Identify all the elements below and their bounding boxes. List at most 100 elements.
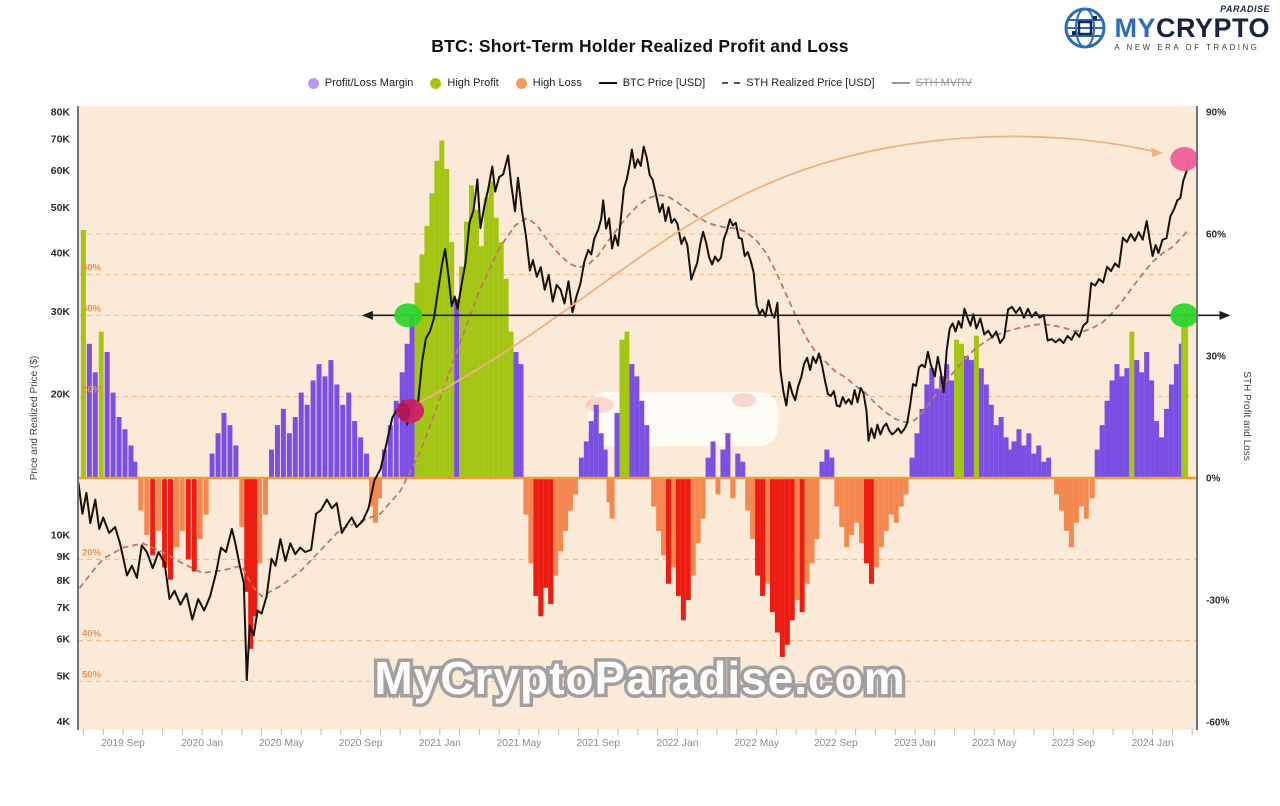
margin-bar-profit-margin xyxy=(720,449,726,478)
margin-bar-profit-margin xyxy=(116,416,122,478)
right-axis-title: STH Profit and Loss xyxy=(1241,371,1252,460)
margin-bar-profit-margin xyxy=(983,384,989,478)
margin-bar-loss-margin xyxy=(715,478,721,495)
margin-bar-loss-margin xyxy=(1089,478,1095,499)
margin-bar-loss-margin xyxy=(804,478,810,584)
left-axis-tick-8K: 8K xyxy=(57,575,71,587)
margin-bar-loss-margin xyxy=(173,478,179,548)
line-marker-icon xyxy=(598,81,617,85)
margin-bar-profit-margin xyxy=(393,400,399,478)
trend-curve-arrow xyxy=(415,135,1153,405)
legend-item-btc-price-usd-[interactable]: BTC Price [USD] xyxy=(598,77,705,89)
margin-bar-high-loss xyxy=(150,478,156,556)
legend-item-sth-mvrv[interactable]: STH MVRV xyxy=(891,77,973,89)
margin-bar-profit-margin xyxy=(518,364,524,478)
margin-bar-high-profit xyxy=(498,242,504,478)
inside-pct-label-50: 50% xyxy=(82,263,102,274)
margin-bar-profit-margin xyxy=(978,368,984,478)
x-axis-tick-2020-Jan: 2020 Jan xyxy=(181,738,223,749)
start-price-marker-shade xyxy=(398,402,411,421)
left-axis-tick-9K: 9K xyxy=(57,551,71,563)
margin-bar-loss-margin xyxy=(138,478,144,511)
margin-bar-profit-margin xyxy=(710,441,716,478)
margin-bar-loss-margin xyxy=(839,478,845,527)
x-axis-tick-2023-May: 2023 May xyxy=(972,738,1018,749)
margin-bar-loss-margin xyxy=(606,478,612,503)
logo-wordmark: MYCRYPTO xyxy=(1114,13,1270,43)
margin-bar-loss-margin xyxy=(572,478,578,495)
margin-bar-high-loss xyxy=(248,478,254,649)
margin-bar-loss-margin xyxy=(878,478,884,548)
margin-bar-profit-margin xyxy=(1003,437,1009,478)
margin-bar-high-loss xyxy=(665,478,671,584)
margin-bar-loss-margin xyxy=(873,478,879,568)
legend-item-sth-realized-price-usd-[interactable]: STH Realized Price [USD] xyxy=(722,77,875,89)
margin-bar-profit-margin xyxy=(274,425,280,478)
margin-bar-profit-margin xyxy=(993,425,999,478)
dot-marker-icon xyxy=(430,77,442,89)
margin-bar-profit-margin xyxy=(914,433,920,478)
margin-bar-high-profit xyxy=(503,278,509,478)
margin-bar-high-loss xyxy=(244,478,250,592)
margin-bar-profit-margin xyxy=(364,453,370,478)
margin-bar-high-loss xyxy=(789,478,795,621)
margin-bar-high-loss xyxy=(755,478,761,576)
margin-bar-profit-margin xyxy=(1119,376,1125,478)
margin-bar-high-loss xyxy=(185,478,191,560)
inside-pct-label--20: 20% xyxy=(82,547,102,558)
margin-bar-high-loss xyxy=(685,478,691,601)
trend-curve-arrowhead-icon xyxy=(1151,147,1163,157)
margin-bar-high-profit xyxy=(959,343,965,478)
x-axis-tick-2019-Sep: 2019 Sep xyxy=(101,738,145,749)
margin-bar-high-profit xyxy=(459,266,465,478)
legend-item-high-profit[interactable]: High Profit xyxy=(430,77,499,89)
margin-bar-high-profit xyxy=(973,335,979,478)
margin-bar-high-profit xyxy=(429,193,435,478)
margin-bar-profit-margin xyxy=(1144,351,1150,478)
margin-bar-profit-margin xyxy=(1011,441,1017,478)
line-marker-icon xyxy=(891,81,910,85)
margin-bar-profit-margin xyxy=(513,351,519,478)
margin-bar-profit-margin xyxy=(998,416,1004,478)
margin-bar-profit-margin xyxy=(322,376,328,478)
margin-bar-profit-margin xyxy=(1036,445,1042,478)
margin-bar-profit-margin xyxy=(602,449,608,478)
margin-bar-profit-margin xyxy=(92,372,98,478)
left-axis-tick-6K: 6K xyxy=(57,633,71,645)
margin-bar-loss-margin xyxy=(700,478,706,519)
left-axis-title: Price and Realized Price ($) xyxy=(29,356,40,481)
margin-bar-loss-margin xyxy=(609,478,615,519)
margin-bar-profit-margin xyxy=(233,445,239,478)
x-axis-tick-2020-May: 2020 May xyxy=(259,738,305,749)
inside-pct-label--40: 40% xyxy=(82,629,102,640)
margin-bar-loss-margin xyxy=(567,478,573,511)
margin-bar-profit-margin xyxy=(221,412,227,478)
btc-price-line xyxy=(77,145,1190,682)
legend-item-profit-loss-margin[interactable]: Profit/Loss Margin xyxy=(307,77,414,89)
legend-label: STH MVRV xyxy=(915,77,973,89)
left-axis-tick-5K: 5K xyxy=(57,671,71,683)
margin-bar-profit-margin xyxy=(963,355,969,478)
margin-bar-profit-margin xyxy=(968,360,974,478)
margin-bar-profit-margin xyxy=(227,425,233,478)
right-axis-tick-60%: 60% xyxy=(1206,229,1226,240)
margin-bar-profit-margin xyxy=(735,453,741,478)
margin-bar-profit-margin xyxy=(909,457,915,478)
margin-bar-profit-margin xyxy=(269,449,274,478)
margin-bar-high-loss xyxy=(533,478,539,596)
margin-bar-high-profit xyxy=(439,140,445,478)
left-axis-tick-80K: 80K xyxy=(51,107,71,119)
margin-bar-loss-margin xyxy=(670,478,676,568)
x-axis-tick-2022-Jan: 2022 Jan xyxy=(656,738,698,749)
margin-bar-high-loss xyxy=(548,478,554,605)
left-axis-tick-50K: 50K xyxy=(51,202,71,214)
legend-label: Profit/Loss Margin xyxy=(324,77,414,89)
margin-bar-profit-margin xyxy=(939,376,945,478)
margin-bar-profit-margin xyxy=(399,372,405,478)
legend-item-high-loss[interactable]: High Loss xyxy=(515,77,582,89)
margin-bar-loss-margin xyxy=(893,478,899,523)
left-axis-tick-30K: 30K xyxy=(51,306,71,318)
margin-bar-profit-margin xyxy=(924,384,930,478)
margin-bar-loss-margin xyxy=(814,478,820,540)
margin-bar-high-loss xyxy=(543,478,549,588)
